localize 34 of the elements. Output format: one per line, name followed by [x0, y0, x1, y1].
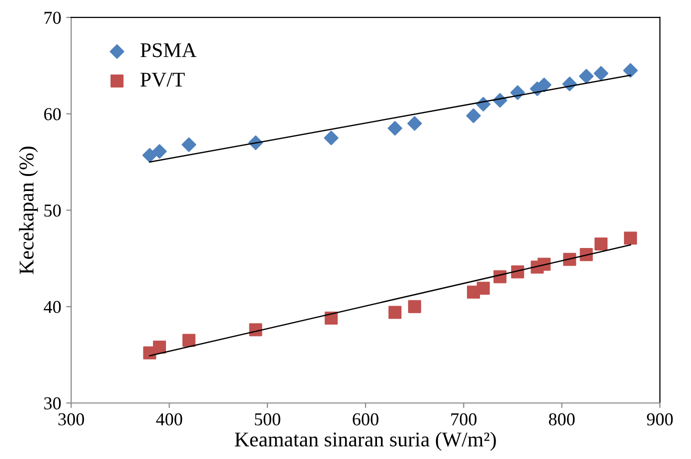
point [152, 340, 166, 354]
x-tick-label: 600 [352, 413, 378, 426]
point [388, 121, 402, 136]
y-tick-label: 50 [44, 204, 61, 217]
point [182, 137, 196, 152]
legend-label: PSMA [140, 43, 197, 58]
point [476, 282, 490, 295]
y-axis-title: Kecekapan (%) [18, 146, 38, 274]
point [623, 63, 638, 78]
x-tick-label: 700 [451, 413, 477, 426]
point [388, 306, 402, 319]
y-tick-label: 40 [44, 300, 61, 314]
point [408, 300, 422, 314]
x-tick-label: 800 [548, 413, 575, 426]
point [579, 68, 594, 84]
point [594, 66, 608, 81]
y-tick-label: 30 [44, 397, 61, 410]
x-tick-label: 300 [58, 413, 84, 426]
x-tick-label: 900 [646, 413, 673, 426]
point [142, 148, 157, 163]
x-axis-title: Keamatan sinaran suria (W/m²) [234, 432, 496, 451]
y-tick-label: 70 [44, 12, 61, 24]
point [466, 108, 481, 124]
point [594, 237, 608, 250]
x-tick-label: 500 [254, 413, 280, 426]
point [536, 78, 552, 92]
point [182, 334, 196, 347]
legend-label: PV/T [140, 72, 185, 87]
point [324, 130, 338, 146]
point [407, 116, 422, 131]
x-tick-label: 400 [156, 413, 182, 426]
point [152, 144, 167, 159]
y-tick-label: 60 [44, 108, 61, 120]
point [624, 232, 637, 245]
